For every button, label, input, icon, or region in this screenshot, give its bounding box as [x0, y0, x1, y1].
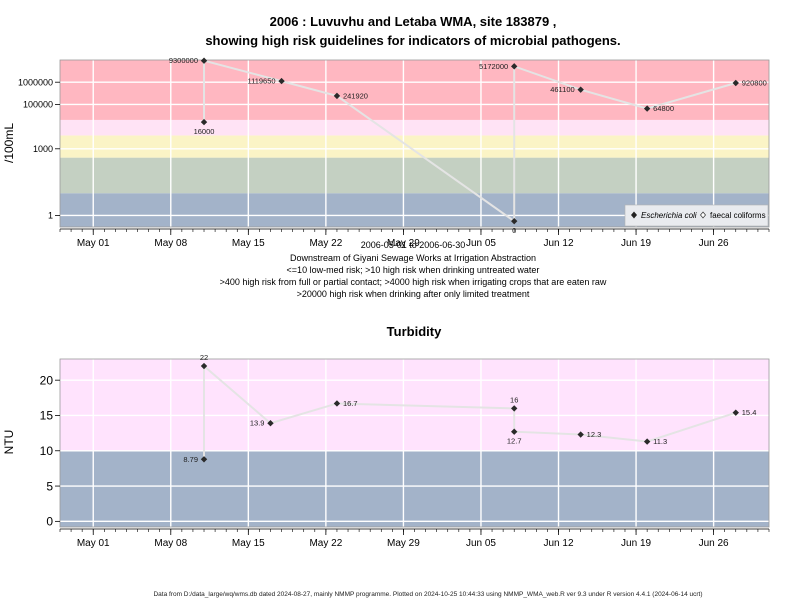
x-tick-label-4: May 29	[387, 538, 420, 549]
legend-ecoli-marker	[631, 211, 637, 219]
x-tick-label-0: May 01	[77, 238, 110, 249]
data-point-marker	[200, 118, 208, 126]
data-point-marker	[511, 217, 518, 225]
data-point-marker	[511, 428, 518, 435]
risk-band-4	[60, 60, 769, 120]
data-point-label: 64800	[653, 104, 674, 113]
plot-frame	[59, 59, 770, 228]
y-tick-label-3: 15	[40, 409, 54, 423]
data-point-label: 8.79	[183, 455, 198, 464]
x-tick-label-7: Jun 19	[621, 538, 651, 549]
x-tick-label-5: Jun 05	[466, 538, 496, 549]
chart1-ylabel: /100mL	[2, 123, 16, 163]
data-point-label: 11.3	[653, 437, 667, 446]
chart2-title: Turbidity	[387, 324, 442, 339]
x-tick-label-8: Jun 26	[699, 538, 729, 549]
legend-ecoli-label: Escherichia coli	[641, 211, 697, 220]
legend-box	[624, 204, 769, 227]
y-tick-label-0: 0	[46, 515, 53, 529]
data-point-label: 12.3	[587, 430, 602, 439]
risk-band-1	[60, 157, 769, 194]
x-tick-label-2: May 15	[232, 238, 265, 249]
y-tick-label-2: 10	[40, 444, 54, 458]
data-point-label: 13.9	[250, 419, 265, 428]
data-point-marker	[200, 362, 208, 370]
data-point-label: 5172000	[479, 62, 508, 71]
data-point-marker	[732, 409, 739, 416]
x-tick-label-0: May 01	[77, 538, 110, 549]
x-tick-label-1: May 08	[154, 238, 187, 249]
data-point-label: 1119650	[247, 77, 275, 86]
chart1-subtitle-line3: <=10 low-med risk; >10 high risk when dr…	[287, 265, 540, 275]
data-point-label: 9300000	[169, 56, 198, 65]
data-point-marker	[200, 57, 208, 64]
data-point-label: 12.7	[507, 437, 522, 446]
data-point-label: 241920	[343, 91, 368, 100]
legend-faecal-marker	[700, 211, 706, 219]
data-point-marker	[577, 86, 584, 93]
footer-note: Data from D:/data_large/wq/wms.db dated …	[153, 591, 702, 598]
data-point-marker	[732, 79, 739, 87]
x-tick-label-8: Jun 26	[699, 238, 729, 249]
data-point-label: 22	[200, 353, 208, 362]
chart1-title-line1: 2006 : Luvuvhu and Letaba WMA, site 1838…	[270, 14, 557, 29]
risk-band-2	[60, 135, 769, 158]
data-point-marker	[643, 105, 651, 112]
data-point-label: 15.4	[742, 408, 757, 417]
y-tick-label-2: 100000	[23, 100, 53, 110]
data-point-marker	[333, 400, 341, 407]
risk-band-0	[60, 450, 769, 527]
data-point-marker	[267, 420, 274, 427]
legend-faecal-label: faecal coliforms	[710, 211, 766, 220]
y-tick-label-3: 1000000	[18, 77, 53, 87]
data-point-label: 16	[510, 395, 518, 404]
data-point-marker	[200, 456, 208, 463]
x-tick-label-4: May 29	[387, 238, 420, 249]
x-tick-label-3: May 22	[309, 538, 342, 549]
data-point-marker	[333, 92, 341, 100]
y-tick-label-4: 20	[40, 373, 54, 387]
chart1-subtitle-line5: >20000 high risk when drinking after onl…	[297, 289, 530, 299]
data-point-label: 920800	[742, 78, 767, 87]
x-tick-label-6: Jun 12	[544, 238, 574, 249]
x-tick-label-7: Jun 19	[621, 238, 651, 249]
data-point-marker	[278, 77, 285, 85]
data-point-marker	[577, 431, 584, 438]
chart2-plot: 0 5 10 15 20 May 01 May 08 May 15 May 22 May 29 Ju…	[40, 353, 770, 549]
chart1-subtitle-line2: Downstream of Giyani Sewage Works at Irr…	[290, 253, 536, 263]
data-point-marker	[643, 438, 651, 445]
x-tick-label-2: May 15	[232, 538, 265, 549]
x-tick-label-1: May 08	[154, 538, 187, 549]
plot-frame	[59, 358, 770, 528]
y-tick-label-1: 1000	[33, 144, 53, 154]
chart1-subtitle-line1: 2006-05-01 to 2006-06-30	[361, 240, 466, 250]
chart1-subtitle-line4: >400 high risk from full or partial cont…	[220, 277, 607, 287]
data-point-label: 16000	[194, 127, 215, 136]
x-tick-label-3: May 22	[309, 238, 342, 249]
chart1-legend: Escherichia coli faecal coliforms	[624, 204, 769, 227]
chart2-ylabel: NTU	[2, 430, 16, 455]
y-tick-label-0: 1	[48, 211, 53, 221]
x-tick-label-5: Jun 05	[466, 238, 496, 249]
data-point-label: 0	[512, 226, 516, 235]
x-tick-label-6: Jun 12	[544, 538, 574, 549]
chart1-plot: 1 1000 100000 1000000 May 01 May 08 May 15 May …	[18, 56, 770, 249]
data-point-label: 16.7	[343, 399, 358, 408]
chart1-title-line2: showing high risk guidelines for indicat…	[205, 33, 620, 48]
data-point-marker	[511, 63, 518, 70]
y-tick-label-1: 5	[46, 479, 53, 493]
data-point-label: 461100	[550, 85, 574, 94]
risk-band-3	[60, 119, 769, 136]
data-point-marker	[511, 405, 518, 412]
